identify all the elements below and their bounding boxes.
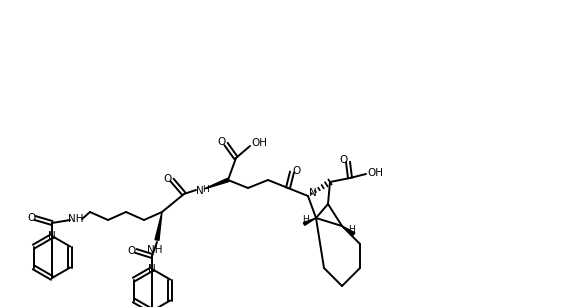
Polygon shape — [204, 178, 229, 189]
Text: O: O — [27, 213, 35, 223]
Text: O: O — [340, 155, 348, 165]
Text: OH: OH — [251, 138, 267, 148]
Text: H: H — [203, 185, 209, 195]
Polygon shape — [342, 226, 355, 235]
Text: O: O — [164, 174, 172, 184]
Polygon shape — [303, 218, 316, 225]
Text: N: N — [196, 186, 204, 196]
Text: H: H — [303, 216, 310, 224]
Polygon shape — [155, 212, 162, 240]
Text: N: N — [48, 231, 56, 241]
Text: NH: NH — [147, 245, 163, 255]
Text: H: H — [349, 226, 355, 235]
Text: N: N — [309, 188, 317, 198]
Text: OH: OH — [367, 168, 383, 178]
Text: O: O — [128, 246, 136, 256]
Text: N: N — [148, 264, 156, 274]
Text: O: O — [218, 137, 226, 147]
Text: NH: NH — [68, 214, 84, 224]
Text: O: O — [293, 166, 301, 176]
